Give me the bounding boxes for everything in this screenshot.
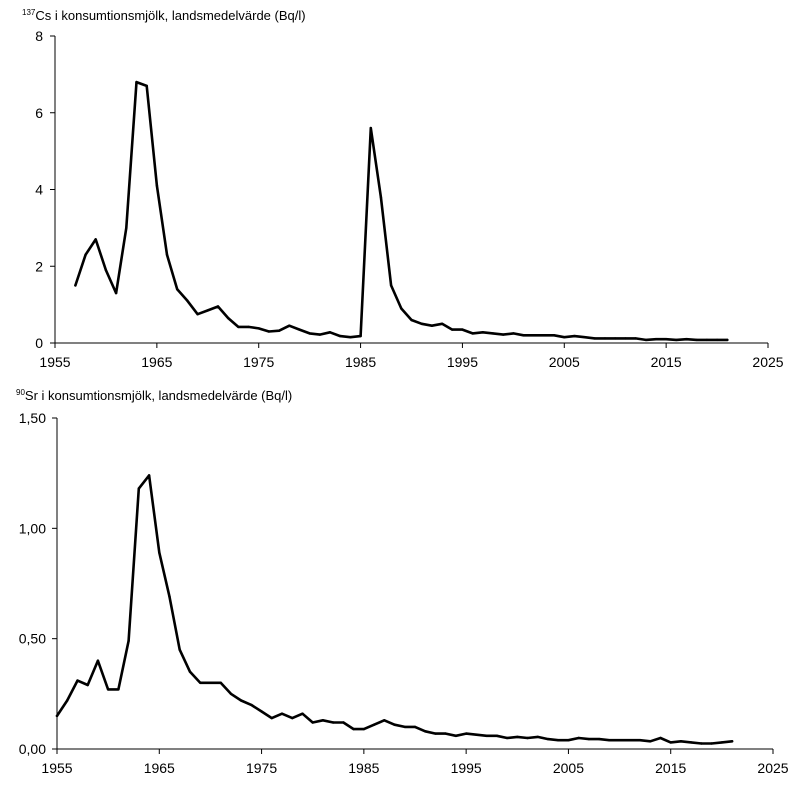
- cs137-x-tick-label: 1985: [345, 354, 376, 370]
- cs137-chart-title: 137Cs i konsumtionsmjölk, landsmedelvärd…: [22, 8, 306, 23]
- cs137-y-tick-label: 4: [35, 182, 43, 198]
- cs137-x-tick-label: 1995: [447, 354, 478, 370]
- cs137-x-tick-label: 1965: [141, 354, 172, 370]
- sr90-data-points: [55, 474, 734, 745]
- sr90-x-tick-label: 1975: [246, 760, 277, 776]
- cs137-data-points: [74, 80, 729, 342]
- cs137-x-ticks: 1955 1965 1975 1985 1995 2005 2015 2025: [39, 343, 784, 370]
- sr90-y-ticks: 0,00 0,50 1,00 1,50: [19, 410, 57, 757]
- sr90-x-tick-label: 1965: [144, 760, 175, 776]
- sr90-x-tick-label: 2025: [757, 760, 788, 776]
- cs137-y-tick-label: 6: [35, 105, 43, 121]
- cs137-x-tick-label: 1955: [39, 354, 70, 370]
- cs137-title-text: Cs i konsumtionsmjölk, landsmedelvärde (…: [35, 8, 305, 23]
- sr90-y-tick-label: 0,00: [19, 741, 46, 757]
- sr90-x-tick-label: 2015: [655, 760, 686, 776]
- sr90-x-tick-label: 1985: [348, 760, 379, 776]
- sr90-title-superscript: 90: [16, 388, 25, 397]
- sr90-y-tick-label: 0,50: [19, 631, 46, 647]
- cs137-x-tick-label: 2025: [752, 354, 783, 370]
- cs137-chart: 137Cs i konsumtionsmjölk, landsmedelvärd…: [22, 8, 784, 370]
- sr90-y-tick-label: 1,50: [19, 410, 46, 426]
- cs137-x-tick-label: 2015: [651, 354, 682, 370]
- cs137-series-line: [74, 80, 729, 342]
- cs137-y-tick-label: 8: [35, 28, 43, 44]
- cs137-y-tick-label: 0: [35, 335, 43, 351]
- cs137-y-ticks: 0 2 4 6 8: [35, 28, 55, 351]
- sr90-title-text: Sr i konsumtionsmjölk, landsmedelvärde (…: [25, 388, 292, 403]
- sr90-chart: 90Sr i konsumtionsmjölk, landsmedelvärde…: [16, 388, 789, 776]
- sr90-x-ticks: 1955 1965 1975 1985 1995 2005 2015 2025: [41, 749, 789, 776]
- sr90-series-line: [55, 474, 734, 745]
- cs137-y-tick-label: 2: [35, 258, 43, 274]
- sr90-y-tick-label: 1,00: [19, 520, 46, 536]
- cs137-title-superscript: 137: [22, 8, 36, 17]
- cs137-x-tick-label: 1975: [243, 354, 274, 370]
- sr90-chart-title: 90Sr i konsumtionsmjölk, landsmedelvärde…: [16, 388, 292, 403]
- sr90-x-tick-label: 1995: [451, 760, 482, 776]
- sr90-x-tick-label: 1955: [41, 760, 72, 776]
- sr90-x-tick-label: 2005: [553, 760, 584, 776]
- cs137-x-tick-label: 2005: [549, 354, 580, 370]
